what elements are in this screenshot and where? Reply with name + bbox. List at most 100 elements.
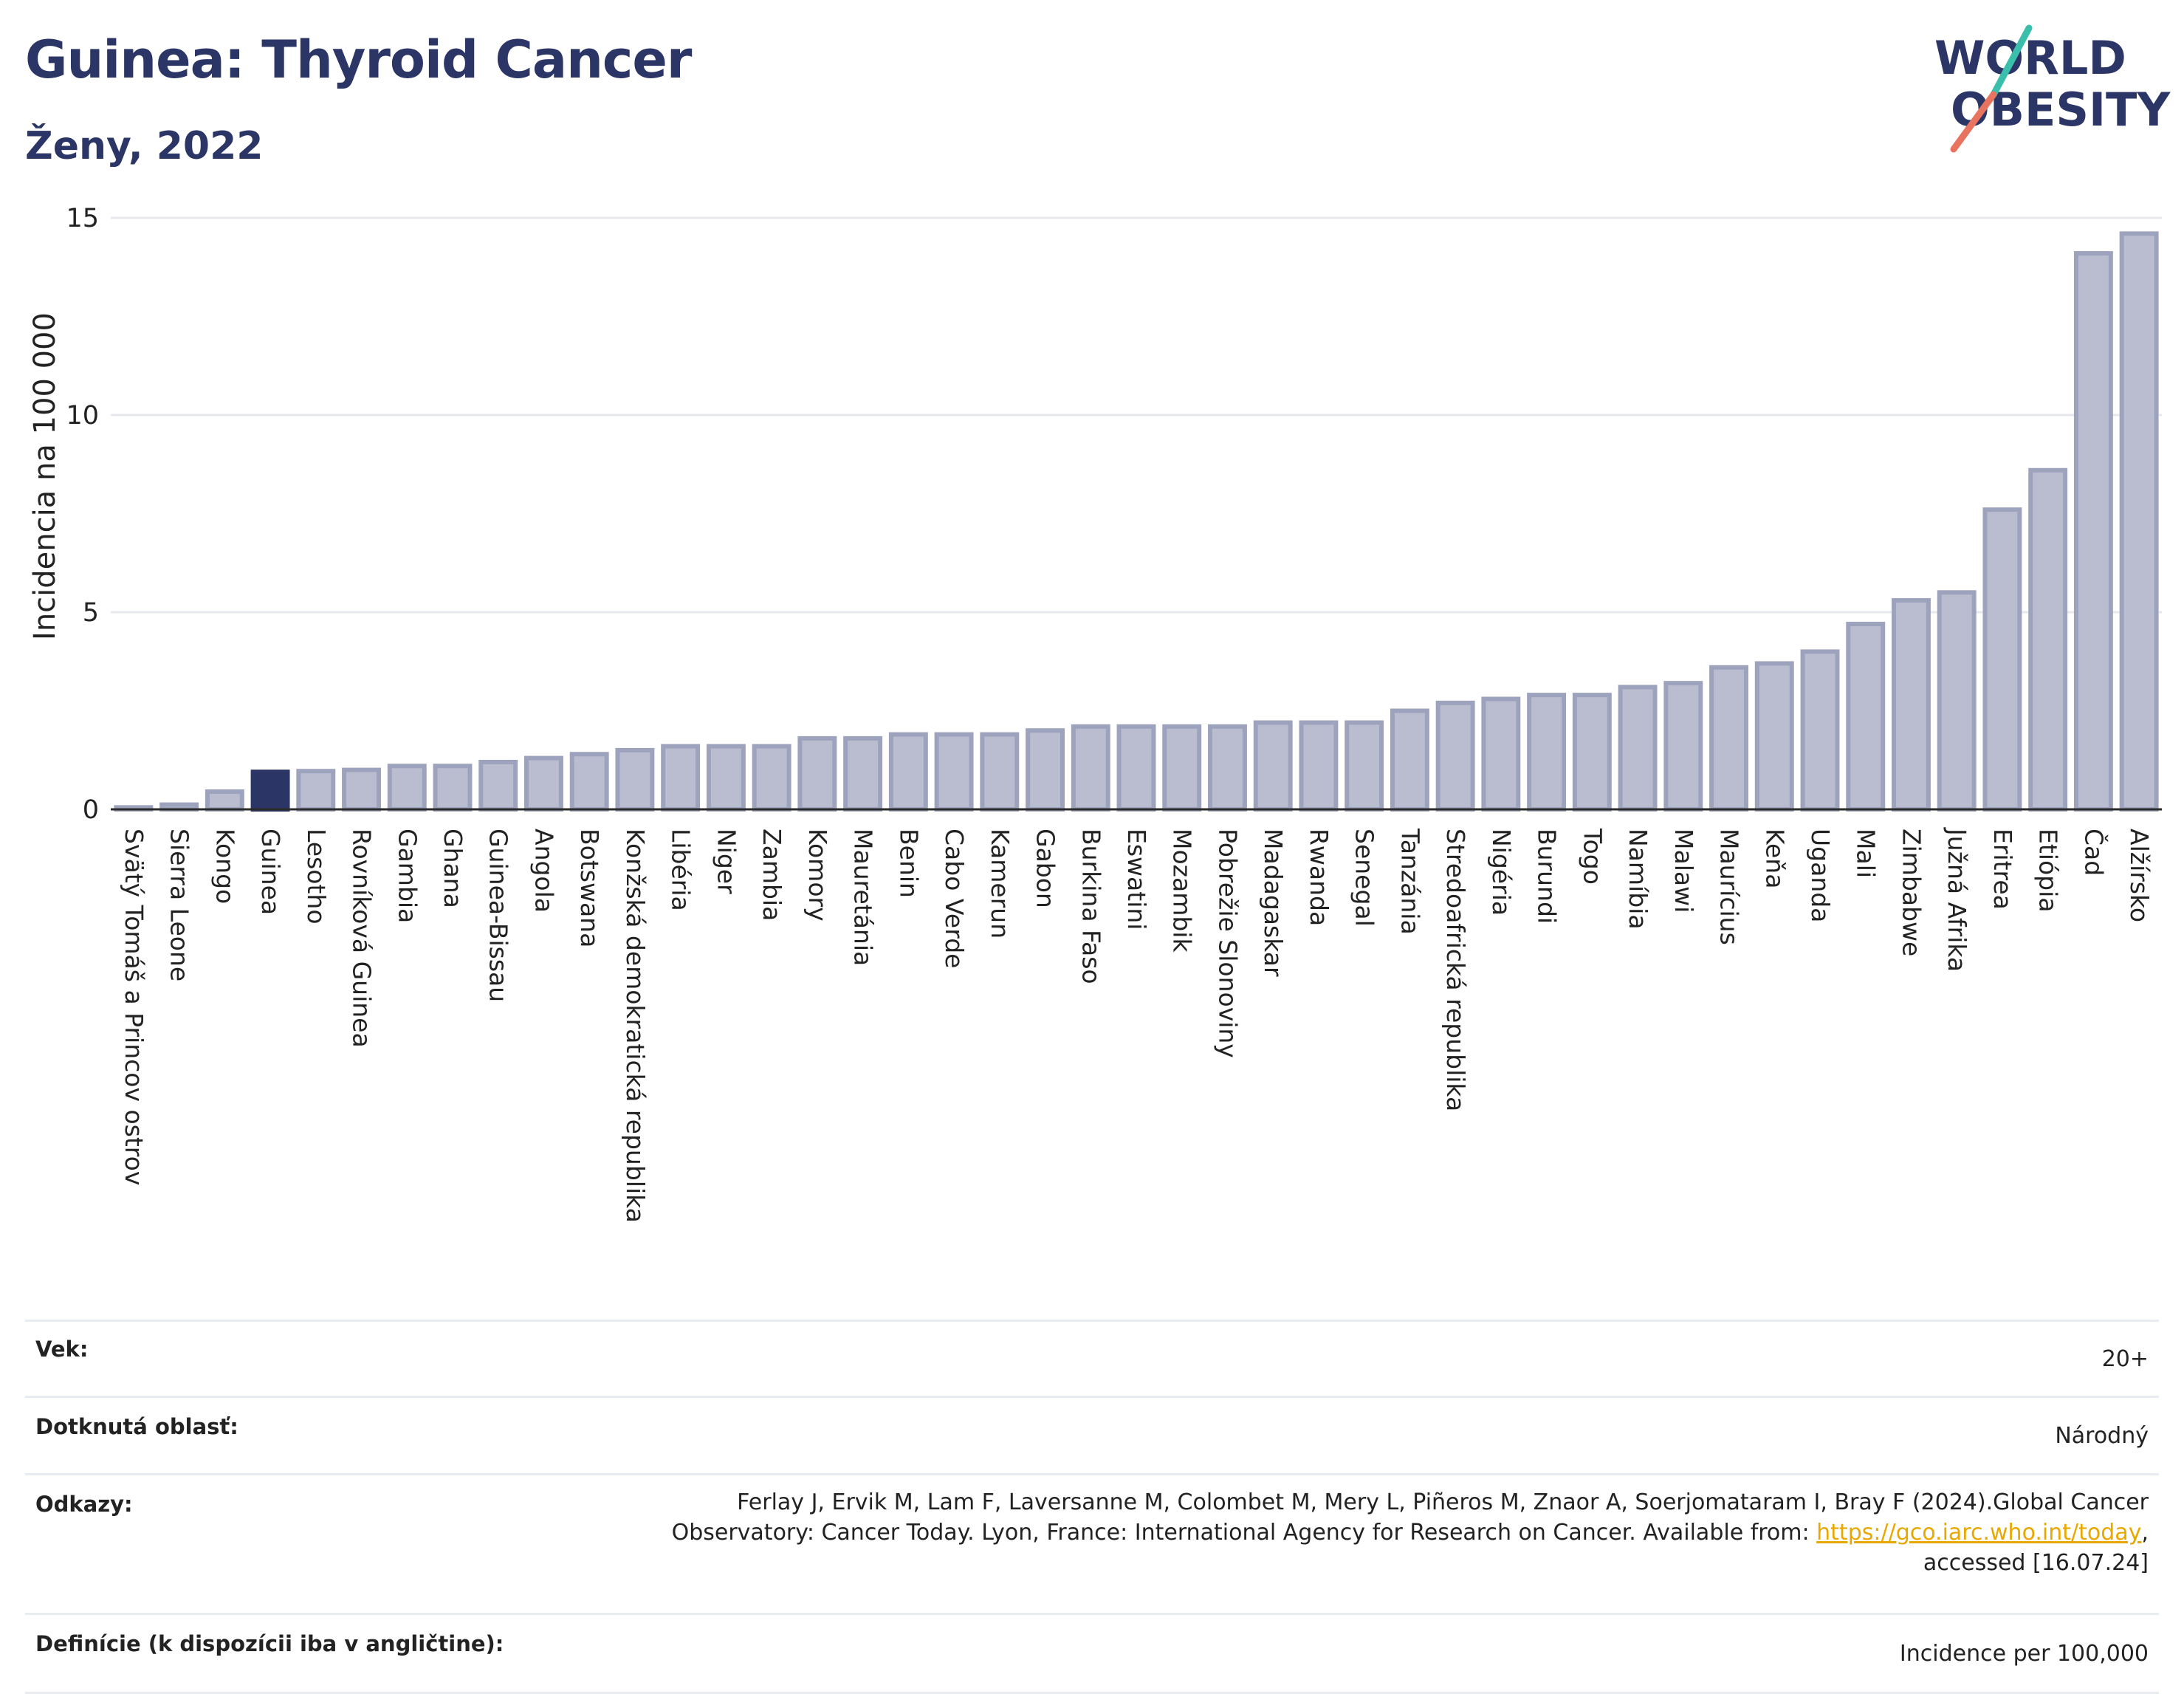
bar	[1390, 708, 1429, 812]
svg-text:OBESITY: OBESITY	[1951, 83, 2171, 137]
bar	[433, 764, 473, 812]
area-label: Dotknutá oblasť:	[25, 1396, 545, 1475]
bar	[980, 732, 1020, 812]
x-tick-label: Guinea-Bissau	[484, 829, 513, 1002]
bar-highlighted	[250, 769, 290, 812]
x-tick-label: Namíbia	[1624, 829, 1652, 930]
age-value: 20+	[544, 1320, 2159, 1398]
bar	[888, 732, 928, 812]
x-tick-label: Uganda	[1806, 829, 1835, 922]
bar	[1071, 724, 1110, 812]
bar	[478, 759, 518, 812]
references-value: Ferlay J, Ervik M, Lam F, Laversanne M, …	[544, 1473, 2159, 1615]
x-tick-label: Nigéria	[1487, 829, 1516, 916]
x-axis-labels: Svätý Tomáš a Princov ostrov Sierra Leone…	[120, 827, 2154, 1223]
bar	[1481, 696, 1521, 812]
world-obesity-logo: WORLD OBESITY	[1934, 24, 2171, 153]
y-tick-label: 15	[66, 204, 99, 233]
bar	[2028, 467, 2068, 812]
info-row-area: Dotknutá oblasť: Národný	[25, 1396, 2159, 1475]
bar	[1345, 720, 1384, 812]
bar	[1754, 661, 1794, 812]
bar	[1026, 728, 1065, 812]
bar	[1709, 665, 1748, 812]
bar	[1982, 507, 2022, 812]
bar	[524, 755, 563, 812]
info-table: Vek: 20+ Dotknutá oblasť: Národný Odkazy…	[25, 1320, 2159, 1694]
bar	[1253, 720, 1293, 812]
bar	[706, 744, 746, 812]
y-axis-ticks: 0 5 10 15	[66, 204, 99, 825]
age-label: Vek:	[25, 1320, 545, 1398]
definitions-value: Incidence per 100,000	[544, 1613, 2159, 1694]
bar	[752, 744, 791, 812]
x-tick-label: Lesotho	[302, 829, 331, 925]
references-line-2: Observatory: Cancer Today. Lyon, France:…	[671, 1520, 2149, 1546]
area-value: Národný	[544, 1396, 2159, 1475]
x-tick-label: Kamerun	[986, 829, 1014, 939]
bar	[296, 769, 336, 812]
bar	[1892, 597, 1931, 812]
x-tick-label: Burundi	[1533, 829, 1562, 924]
bar	[1116, 724, 1156, 812]
x-tick-label: Južná Afrika	[1943, 827, 1971, 972]
references-label: Odkazy:	[25, 1473, 545, 1615]
y-tick-label: 0	[83, 795, 99, 825]
x-tick-label: Gabon	[1031, 829, 1060, 908]
bar	[661, 744, 701, 812]
x-tick-label: Svätý Tomáš a Princov ostrov	[120, 829, 148, 1185]
x-tick-label: Botswana	[575, 829, 604, 947]
bar	[1846, 622, 1886, 812]
x-tick-label: Senegal	[1350, 829, 1379, 927]
bar	[205, 789, 244, 812]
x-tick-label: Maurícius	[1715, 829, 1744, 945]
definitions-label: Definície (k dispozícii iba v angličtine…	[25, 1613, 545, 1694]
x-tick-label: Benin	[894, 829, 923, 898]
bar	[1663, 681, 1703, 812]
bar	[1618, 685, 1658, 812]
references-link[interactable]: https://gco.iarc.who.int/today	[1816, 1520, 2142, 1546]
x-tick-label: Libéria	[667, 829, 696, 911]
bar	[1435, 700, 1475, 812]
x-tick-label: Rovníková Guinea	[348, 829, 377, 1048]
x-tick-label: Etiópia	[2034, 829, 2063, 913]
references-line-3: accessed [16.07.24]	[1923, 1550, 2149, 1576]
y-axis-title: Incidencia na 100 000	[28, 312, 62, 640]
y-tick-label: 5	[83, 598, 99, 628]
x-tick-label: Guinea	[256, 829, 285, 915]
references-line-1: Ferlay J, Ervik M, Lam F, Laversanne M, …	[737, 1489, 2149, 1515]
x-tick-label: Eswatini	[1122, 829, 1151, 930]
bar	[843, 735, 883, 812]
x-tick-label: Konžská demokratická republika	[621, 829, 650, 1223]
bar	[934, 732, 974, 812]
bar	[1527, 693, 1567, 812]
x-tick-label: Pobrežie Slonoviny	[1213, 829, 1242, 1058]
x-tick-label: Malawi	[1669, 829, 1698, 913]
x-tick-label: Kongo	[210, 829, 239, 904]
x-tick-label: Niger	[712, 829, 741, 894]
chart-title: Guinea: Thyroid Cancer	[25, 30, 692, 90]
bar	[387, 764, 427, 812]
x-tick-label: Mali	[1852, 829, 1881, 878]
x-tick-label: Angola	[529, 829, 558, 913]
chart-subtitle: Ženy, 2022	[25, 124, 264, 168]
bars	[114, 231, 2159, 812]
x-tick-label: Cabo Verde	[940, 829, 969, 968]
bar	[1299, 720, 1339, 812]
x-tick-label: Togo	[1578, 828, 1607, 885]
x-tick-label: Čad	[2079, 829, 2109, 876]
gridlines	[111, 216, 2162, 614]
x-tick-label: Madagaskar	[1259, 829, 1288, 977]
info-row-references: Odkazy: Ferlay J, Ervik M, Lam F, Lavers…	[25, 1473, 2159, 1615]
bar	[1937, 590, 1977, 812]
bar	[2119, 231, 2159, 812]
x-tick-label: Burkina Faso	[1076, 829, 1105, 984]
x-tick-label: Zambia	[758, 829, 786, 921]
bar	[615, 747, 655, 812]
bar	[1208, 724, 1247, 812]
bar	[342, 767, 381, 812]
x-tick-label: Stredoafrická republika	[1441, 829, 1470, 1111]
x-tick-label: Sierra Leone	[165, 829, 194, 981]
bar	[1572, 693, 1612, 812]
x-tick-label: Alžírsko	[2125, 829, 2154, 922]
